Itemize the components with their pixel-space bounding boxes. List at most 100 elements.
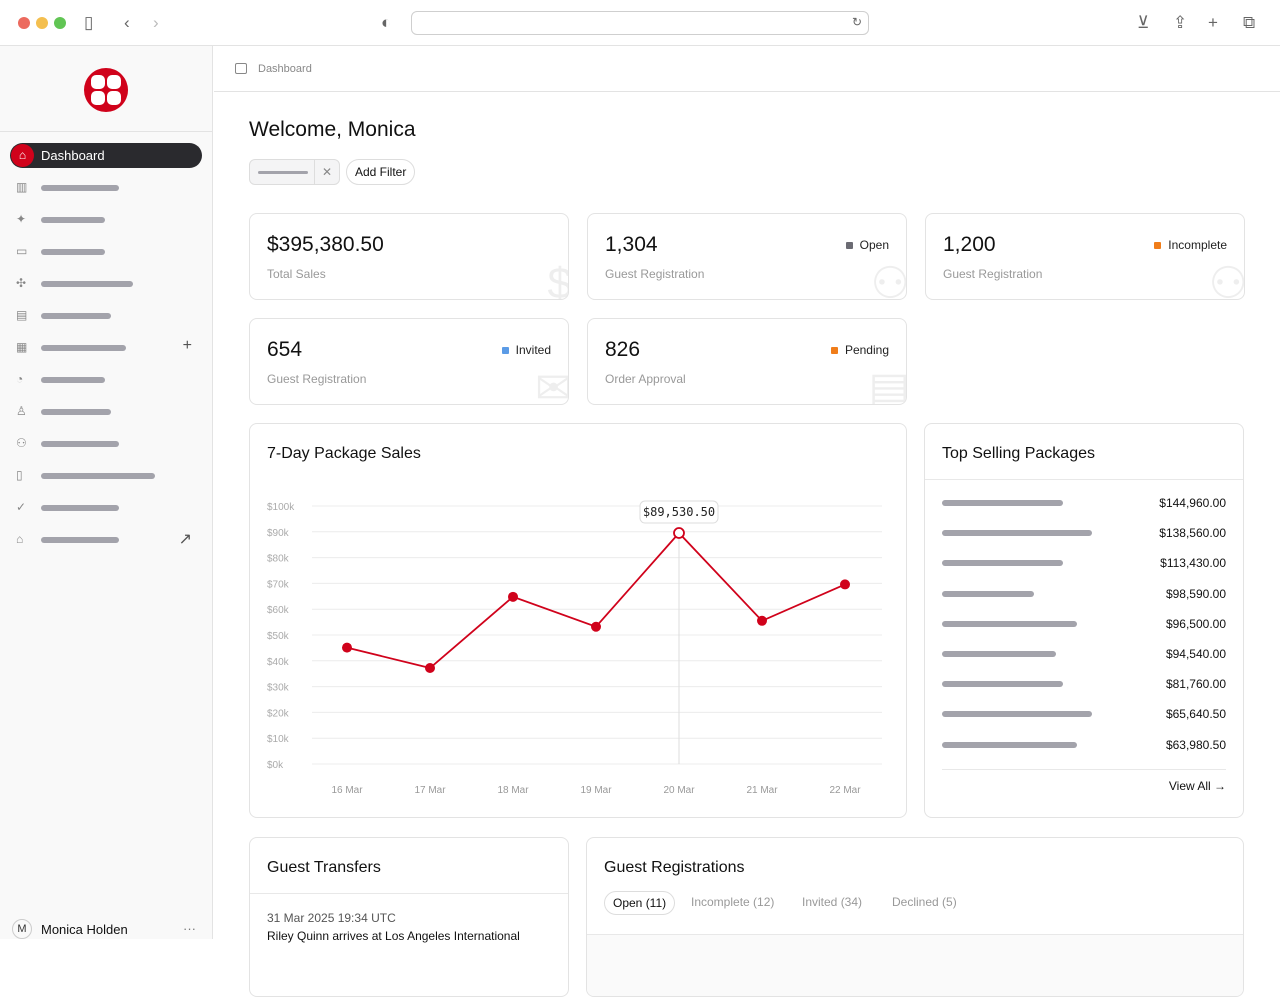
sidebar-item-2[interactable]: ✦ [16, 212, 206, 228]
x-tick-label: 17 Mar [414, 785, 446, 796]
stat-card[interactable]: $395,380.50 Total Sales $ [249, 213, 569, 300]
tooltip-value: $89,530.50 [643, 505, 715, 519]
tab-incomplete[interactable]: Incomplete (12) [691, 895, 775, 909]
new-tab-icon[interactable]: + [1208, 13, 1218, 32]
stat-value: 826 [605, 338, 641, 361]
x-tick-label: 22 Mar [829, 785, 861, 796]
data-point[interactable] [673, 527, 685, 539]
sidebar-item-dashboard[interactable]: ⌂ Dashboard [10, 143, 202, 168]
address-bar[interactable]: ↻ [411, 11, 869, 35]
sidebar-icon[interactable]: ▯ [84, 13, 94, 32]
sidebar-item-1[interactable]: ▥ [16, 180, 206, 196]
clear-filter-button[interactable]: ✕ [314, 160, 339, 184]
stat-card[interactable]: 1,200 Guest Registration Incomplete ⚇ [925, 213, 1245, 300]
package-row[interactable]: $63,980.50 [942, 736, 1226, 756]
zoom-window-button[interactable] [54, 17, 66, 29]
sidebar-item-5[interactable]: ▤ [16, 308, 206, 324]
y-tick-label: $60k [267, 605, 290, 616]
view-all-link[interactable]: View All → [1168, 779, 1226, 793]
sidebar-item-7[interactable]: ◔ [16, 372, 206, 388]
package-row[interactable]: $138,560.00 [942, 524, 1226, 544]
minimize-window-button[interactable] [36, 17, 48, 29]
stat-card[interactable]: 1,304 Guest Registration Open ⚇ [587, 213, 907, 300]
package-row[interactable]: $81,760.00 [942, 675, 1226, 695]
package-row[interactable]: $113,430.00 [942, 554, 1226, 574]
tab-invited[interactable]: Invited (34) [802, 895, 863, 909]
package-sales: $65,640.50 [1165, 707, 1226, 722]
share-icon[interactable]: ⇪ [1173, 13, 1188, 32]
panel-toggle-icon[interactable] [235, 63, 247, 74]
package-sales: $63,980.50 [1165, 737, 1226, 752]
user-name: Monica Holden [41, 922, 128, 937]
tab-open[interactable]: Open (11) [604, 891, 676, 915]
watermark-icon: ⚇ [870, 259, 907, 300]
sidebar-item-4[interactable]: ✣ [16, 276, 206, 292]
add-filter-button[interactable]: Add Filter [346, 159, 416, 185]
more-icon[interactable]: ··· [183, 921, 196, 936]
download-icon[interactable]: ⊻ [1137, 13, 1150, 32]
home-icon: ⌂ [11, 144, 34, 167]
data-point[interactable] [840, 579, 850, 590]
card-title: Top Selling Packages [942, 445, 1095, 462]
brand-logo[interactable] [84, 68, 128, 112]
data-point[interactable] [757, 615, 767, 626]
archive-icon: ▭ [16, 244, 28, 258]
browser-toolbar: ▯ ‹ › ◐ ↻ ⊻ ⇪ + ⧉ [0, 0, 1280, 46]
sidebar-item-3[interactable]: ▭ [16, 244, 206, 260]
close-window-button[interactable] [18, 17, 30, 29]
tabs-icon[interactable]: ⧉ [1243, 13, 1256, 32]
back-icon[interactable]: ‹ [124, 13, 130, 32]
chart-title: 7-Day Package Sales [267, 445, 421, 462]
tab-declined[interactable]: Declined (5) [892, 895, 957, 909]
stat-value: 1,304 [605, 233, 658, 256]
stat-label: Order Approval [605, 372, 686, 386]
user-menu[interactable]: M Monica Holden ··· [12, 919, 202, 939]
y-tick-label: $100k [267, 502, 295, 513]
sidebar-item-8[interactable]: ♙ [16, 404, 206, 420]
package-sales: $138,560.00 [1159, 526, 1226, 541]
package-row[interactable]: $96,500.00 [942, 615, 1226, 635]
y-tick-label: $40k [267, 657, 290, 668]
external-link-icon[interactable]: ↗ [178, 531, 192, 548]
y-tick-label: $80k [267, 554, 290, 565]
status-badge: Incomplete [1154, 238, 1227, 252]
user-icon: ♙ [16, 404, 27, 418]
top-selling-card: Top Selling Packages $144,960.00 $138,560… [924, 423, 1244, 818]
sidebar-item-11[interactable]: ✓ [16, 500, 206, 516]
watermark-icon: ▤ [868, 364, 907, 405]
package-row[interactable]: $65,640.50 [942, 705, 1226, 725]
page-title: Welcome, Monica [249, 118, 416, 141]
status-badge: Pending [830, 343, 889, 357]
y-tick-label: $30k [267, 683, 290, 694]
data-point[interactable] [425, 663, 435, 674]
filter-chip[interactable]: ✕ [249, 159, 340, 185]
add-icon[interactable]: + [182, 337, 192, 354]
sidebar-item-6[interactable]: ▦ + [16, 337, 206, 356]
stat-card[interactable]: 654 Guest Registration Invited ✉ [249, 318, 569, 405]
guest-registrations-card: Guest Registrations Open (11) Incomplete… [586, 837, 1244, 997]
stat-label: Guest Registration [943, 267, 1043, 281]
y-tick-label: $0k [267, 760, 284, 771]
breadcrumb: Dashboard [214, 46, 1280, 92]
sidebar-item-9[interactable]: ⚇ [16, 436, 206, 452]
data-point[interactable] [508, 591, 518, 602]
stat-label: Total Sales [267, 267, 326, 281]
package-row[interactable]: $98,590.00 [942, 585, 1226, 605]
watermark-icon: $ [548, 259, 568, 299]
sidebar-item-12[interactable]: ⌂ ↗ [16, 531, 206, 548]
data-point[interactable] [342, 642, 352, 653]
stat-card[interactable]: 826 Order Approval Pending ▤ [587, 318, 907, 405]
sparkle-icon: ✦ [16, 212, 27, 226]
line-chart[interactable]: $0k $10k $20k $30k $40k $50k $60k $70k $80k $90k $… [250, 424, 907, 818]
package-row[interactable]: $144,960.00 [942, 494, 1226, 514]
x-tick-label: 19 Mar [580, 785, 612, 796]
package-row[interactable]: $94,540.00 [942, 645, 1226, 665]
reload-icon[interactable]: ↻ [851, 15, 862, 29]
forward-icon[interactable]: › [153, 13, 159, 32]
package-sales: $144,960.00 [1159, 496, 1226, 510]
transfer-text[interactable]: Riley Quinn arrives at Los Angeles Inter… [267, 929, 520, 943]
sidebar-item-10[interactable]: ▯ [16, 468, 206, 484]
shield-icon[interactable]: ◐ [381, 13, 392, 32]
package-sales: $94,540.00 [1165, 647, 1226, 661]
data-point[interactable] [591, 621, 601, 632]
